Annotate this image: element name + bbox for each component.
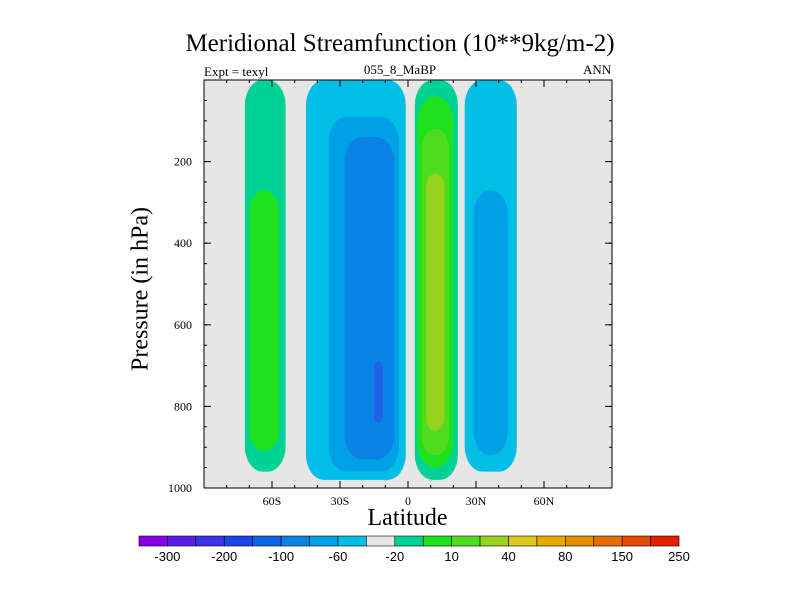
colorbar-box	[650, 535, 680, 547]
colorbar-box	[280, 535, 310, 547]
colorbar-box	[223, 535, 253, 547]
x-tick-label: 60N	[534, 494, 555, 508]
colorbar-box	[621, 535, 651, 547]
colorbar-box	[394, 535, 424, 547]
contour-band-sh-hadley-core	[374, 361, 384, 423]
colorbar-box	[593, 535, 623, 547]
contour-band-sh-outer-core	[249, 190, 279, 452]
x-tick-label: 0	[405, 494, 411, 508]
colorbar-label: -100	[268, 549, 294, 564]
x-tick-label: 60S	[263, 494, 282, 508]
y-tick-label: 600	[174, 318, 192, 332]
season-label: ANN	[583, 62, 612, 77]
case-label: 055_8_MaBP	[363, 62, 437, 77]
colorbar-box	[309, 535, 339, 547]
x-tick-label: 30S	[331, 494, 350, 508]
colorbar-box	[337, 535, 367, 547]
contour-band-nh-ferrel-core	[473, 190, 508, 456]
y-tick-label: 200	[174, 155, 192, 169]
contour-band-sh-hadley-inner	[344, 137, 395, 460]
contour-band-nh-hadley-core	[426, 173, 445, 431]
colorbar-box	[565, 535, 595, 547]
colorbar-box	[508, 535, 538, 547]
colorbar-box	[252, 535, 282, 547]
colorbar-box	[451, 535, 481, 547]
y-tick-label: 1000	[168, 481, 192, 495]
y-tick-label: 400	[174, 236, 192, 250]
colorbar-box	[422, 535, 452, 547]
experiment-label: Expt = texyl	[204, 64, 269, 79]
colorbar-box	[366, 535, 396, 547]
x-tick-label: 30N	[466, 494, 487, 508]
colorbar-label: 150	[611, 549, 633, 564]
colorbar-label: 80	[558, 549, 572, 564]
colorbar-label: 40	[501, 549, 515, 564]
colorbar-label: 10	[444, 549, 458, 564]
colorbar-label: -200	[211, 549, 237, 564]
colorbar-box	[479, 535, 509, 547]
colorbar-label: -300	[154, 549, 180, 564]
y-tick-label: 800	[174, 399, 192, 413]
colorbar-box	[138, 535, 168, 547]
colorbar-label: -60	[329, 549, 348, 564]
colorbar-box	[167, 535, 197, 547]
colorbar-label: -20	[385, 549, 404, 564]
colorbar-label: 250	[668, 549, 690, 564]
colorbar-box	[536, 535, 566, 547]
chart-title: Meridional Streamfunction (10**9kg/m-2)	[185, 30, 615, 57]
x-axis-label: Latitude	[367, 505, 448, 531]
colorbar-box	[195, 535, 225, 547]
